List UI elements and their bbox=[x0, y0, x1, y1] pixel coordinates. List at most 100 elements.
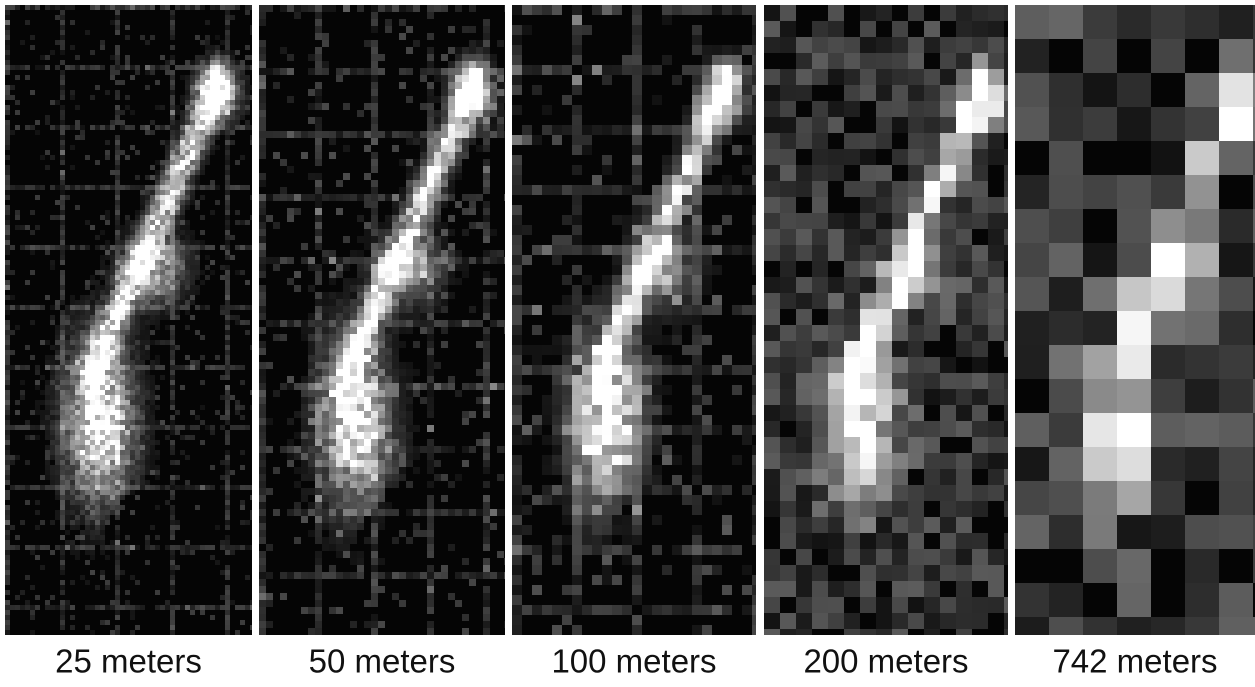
pixel bbox=[483, 47, 490, 54]
pixel bbox=[135, 315, 140, 320]
pixel bbox=[692, 415, 702, 425]
pixel bbox=[483, 341, 490, 348]
pixel bbox=[65, 65, 70, 70]
pixel bbox=[250, 405, 252, 410]
pixel bbox=[592, 325, 602, 335]
pixel bbox=[130, 350, 135, 355]
pixel bbox=[343, 145, 350, 152]
pixel bbox=[80, 310, 85, 315]
pixel bbox=[80, 65, 85, 70]
pixel bbox=[427, 551, 434, 558]
pixel bbox=[266, 362, 273, 369]
pixel bbox=[95, 335, 100, 340]
pixel bbox=[259, 621, 266, 628]
pixel bbox=[371, 614, 378, 621]
pixel bbox=[225, 115, 230, 120]
pixel bbox=[60, 75, 65, 80]
pixel bbox=[215, 65, 220, 70]
pixel bbox=[170, 630, 175, 635]
pixel bbox=[259, 376, 266, 383]
pixel bbox=[392, 292, 399, 299]
pixel bbox=[752, 305, 756, 315]
pixel bbox=[50, 400, 55, 405]
pixel bbox=[572, 85, 582, 95]
pixel bbox=[230, 110, 235, 115]
pixel bbox=[632, 105, 642, 115]
pixel bbox=[195, 35, 200, 40]
pixel bbox=[55, 435, 60, 440]
pixel bbox=[322, 474, 329, 481]
pixel bbox=[130, 5, 135, 10]
pixel bbox=[135, 485, 140, 490]
pixel bbox=[60, 520, 65, 525]
pixel bbox=[185, 455, 190, 460]
pixel bbox=[722, 5, 732, 15]
pixel bbox=[357, 110, 364, 117]
pixel bbox=[301, 5, 308, 12]
pixel bbox=[385, 418, 392, 425]
pixel bbox=[483, 110, 490, 117]
pixel bbox=[462, 117, 469, 124]
pixel bbox=[155, 290, 160, 295]
pixel bbox=[582, 275, 592, 285]
pixel bbox=[65, 475, 70, 480]
pixel bbox=[632, 295, 642, 305]
pixel bbox=[75, 525, 80, 530]
pixel bbox=[420, 215, 427, 222]
pixel bbox=[722, 135, 732, 145]
pixel bbox=[250, 125, 252, 130]
pixel bbox=[371, 40, 378, 47]
pixel bbox=[259, 229, 266, 236]
pixel bbox=[592, 345, 602, 355]
pixel bbox=[240, 185, 245, 190]
pixel bbox=[160, 315, 165, 320]
pixel bbox=[315, 600, 322, 607]
pixel bbox=[572, 285, 582, 295]
pixel bbox=[180, 175, 185, 180]
pixel bbox=[371, 369, 378, 376]
pixel bbox=[195, 205, 200, 210]
pixel bbox=[308, 341, 315, 348]
pixel bbox=[105, 395, 110, 400]
pixel bbox=[462, 509, 469, 516]
pixel bbox=[250, 495, 252, 500]
pixel bbox=[185, 540, 190, 545]
pixel bbox=[752, 95, 756, 105]
pixel bbox=[315, 299, 322, 306]
pixel bbox=[5, 535, 10, 540]
pixel bbox=[90, 470, 95, 475]
pixel bbox=[215, 185, 220, 190]
pixel bbox=[60, 215, 65, 220]
pixel bbox=[476, 397, 483, 404]
pixel bbox=[434, 264, 441, 271]
pixel bbox=[392, 222, 399, 229]
pixel bbox=[160, 140, 165, 145]
pixel bbox=[65, 530, 70, 535]
pixel bbox=[572, 475, 582, 485]
pixel bbox=[25, 365, 30, 370]
pixel bbox=[322, 68, 329, 75]
pixel bbox=[322, 467, 329, 474]
pixel bbox=[170, 450, 175, 455]
pixel bbox=[250, 135, 252, 140]
pixel bbox=[185, 425, 190, 430]
pixel bbox=[280, 47, 287, 54]
pixel bbox=[427, 334, 434, 341]
pixel bbox=[371, 628, 378, 635]
pixel bbox=[180, 155, 185, 160]
pixel bbox=[225, 295, 230, 300]
pixel bbox=[240, 270, 245, 275]
pixel bbox=[175, 185, 180, 190]
pixel bbox=[10, 65, 15, 70]
pixel bbox=[572, 295, 582, 305]
pixel bbox=[80, 450, 85, 455]
pixel bbox=[602, 125, 612, 135]
pixel bbox=[20, 390, 25, 395]
pixel bbox=[160, 250, 165, 255]
pixel bbox=[65, 600, 70, 605]
pixel bbox=[75, 455, 80, 460]
pixel bbox=[230, 550, 235, 555]
pixel bbox=[135, 360, 140, 365]
pixel bbox=[110, 485, 115, 490]
pixel bbox=[462, 194, 469, 201]
